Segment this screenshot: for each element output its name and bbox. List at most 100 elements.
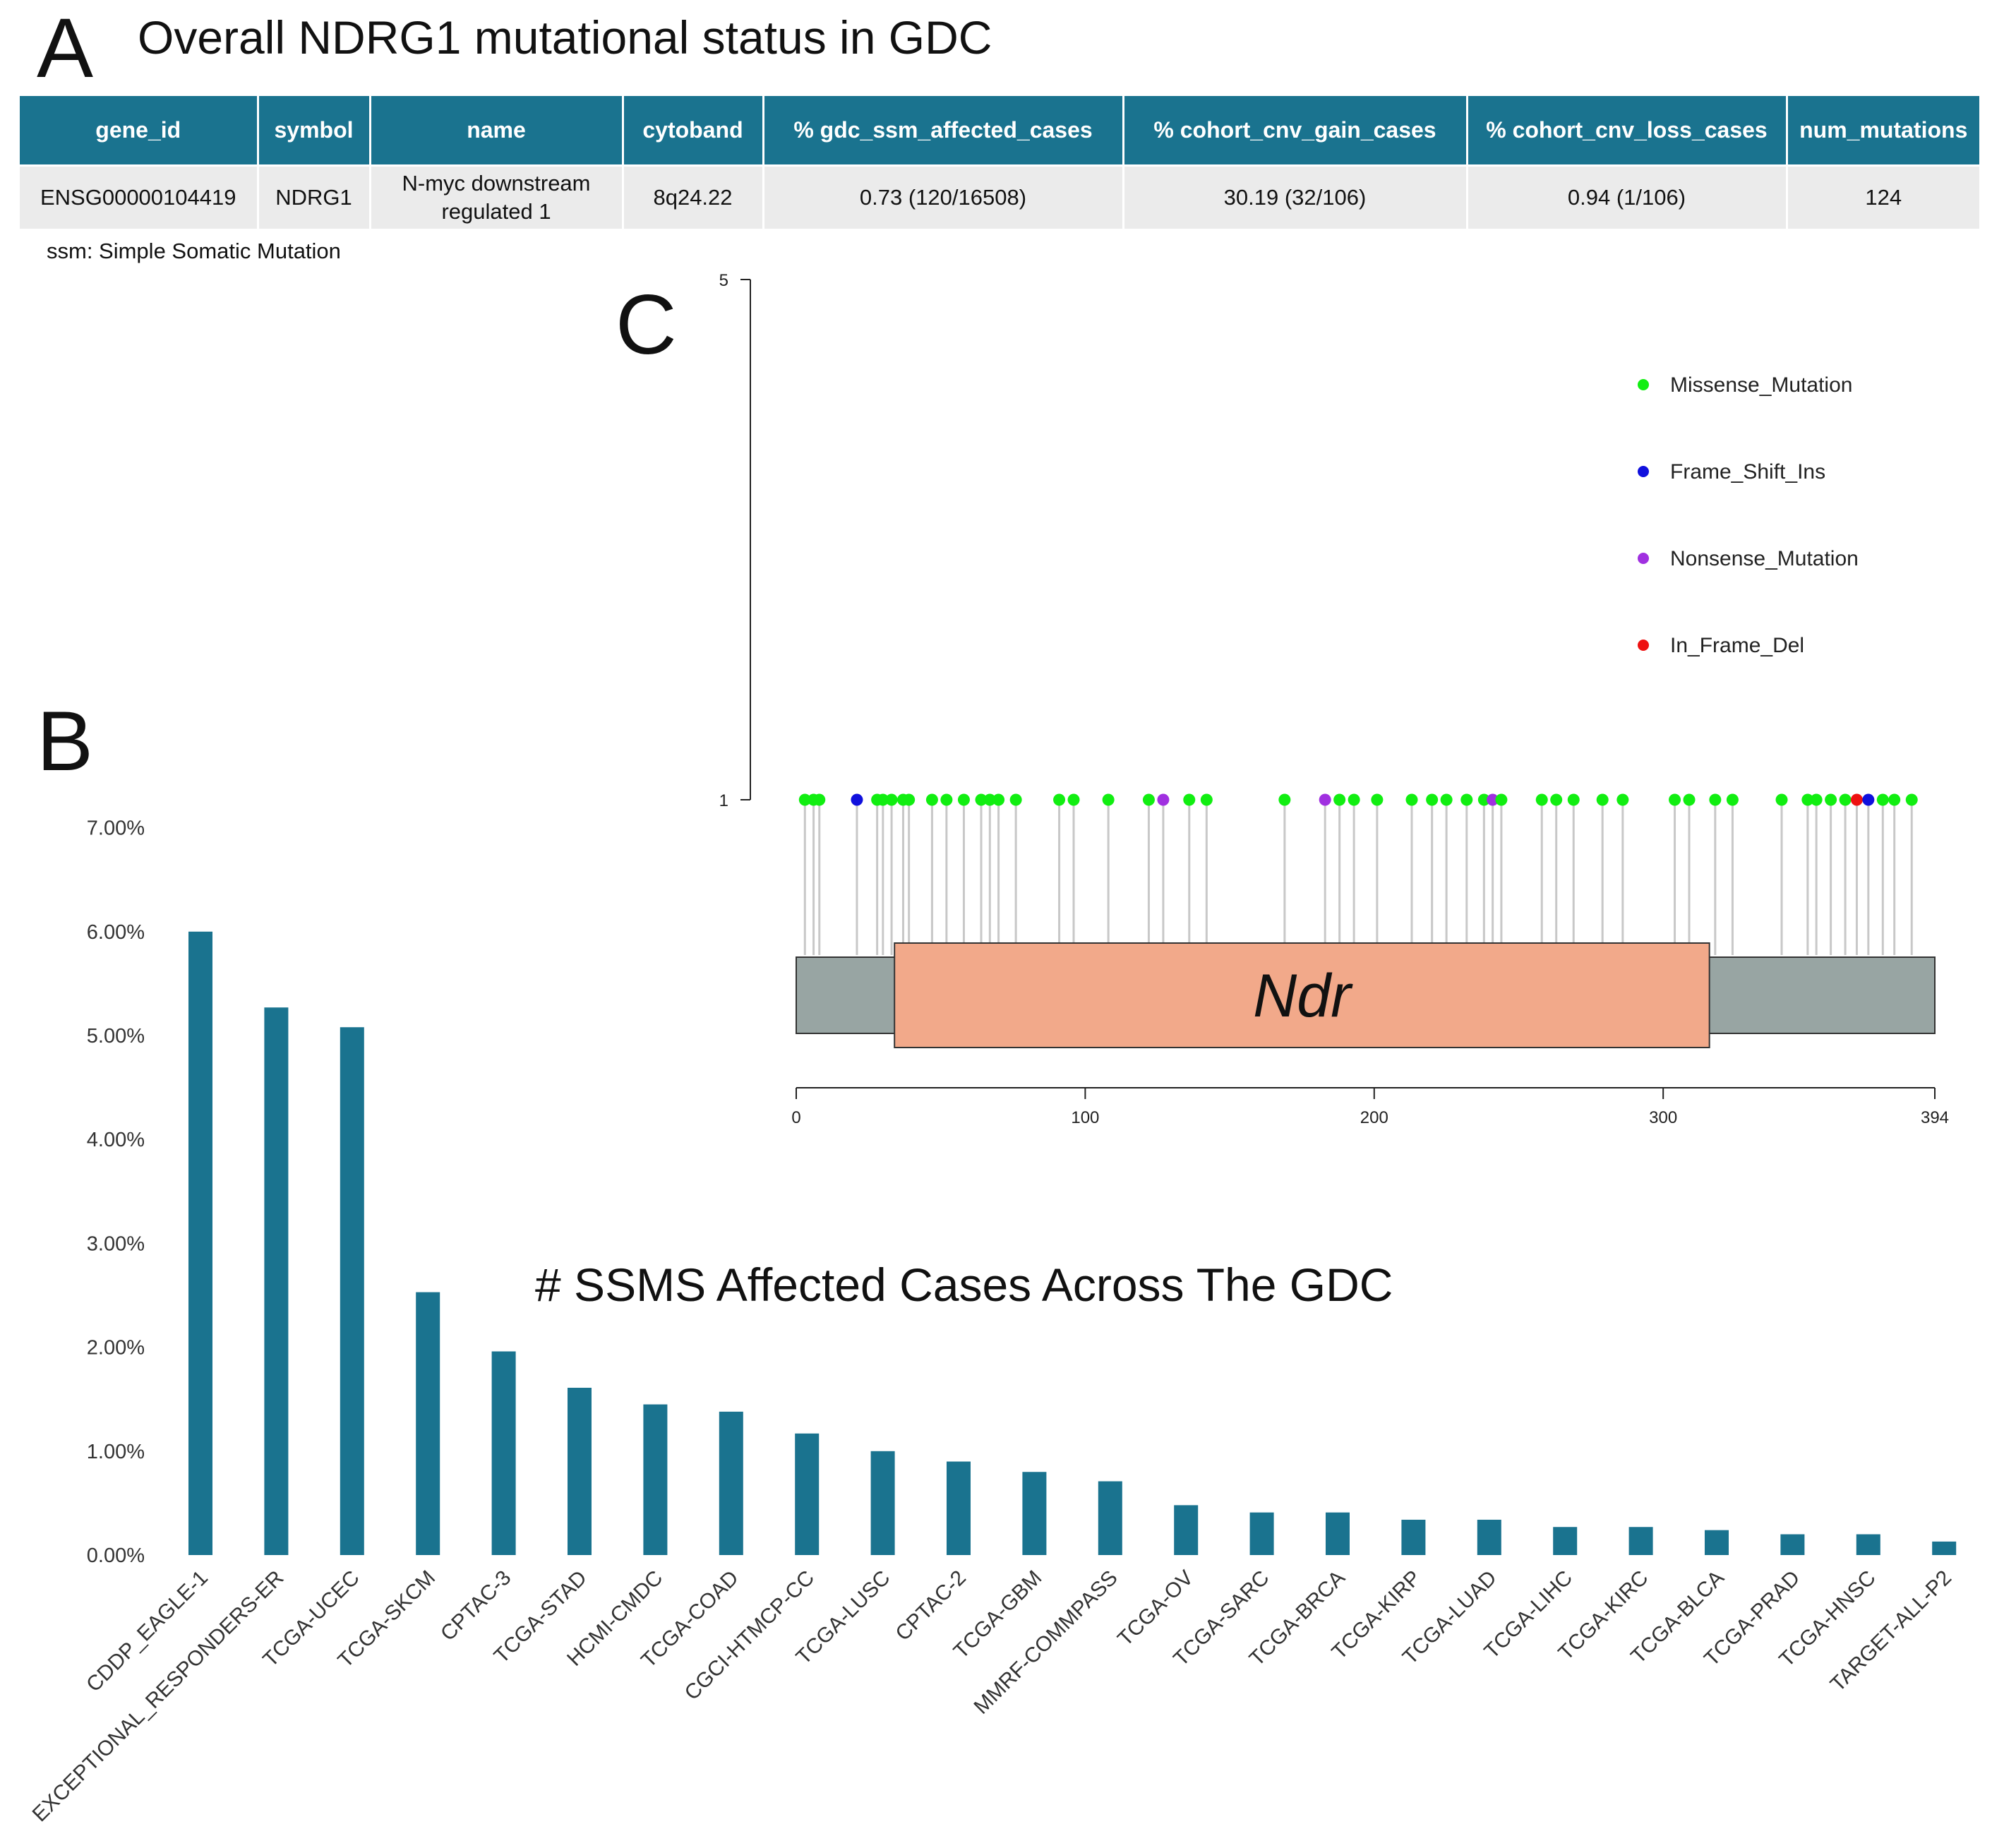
mutation-dot <box>1477 793 1490 806</box>
mutation-dot <box>851 793 863 806</box>
y-tick-label: 2.00% <box>87 1337 145 1360</box>
bar-tcga-gbm <box>1022 1472 1047 1555</box>
panel-a-letter: A <box>37 1 94 95</box>
x-tick-label: 100 <box>1071 1108 1099 1127</box>
mutation-dot <box>1200 793 1213 806</box>
panel-a-title: Overall NDRG1 mutational status in GDC <box>138 11 992 64</box>
mutation-dot <box>1775 793 1788 806</box>
mutation-dot <box>1801 793 1814 806</box>
mutation-dot <box>940 793 953 806</box>
cell-cnv-gain: 30.19 (32/106) <box>1123 164 1468 229</box>
bar-chart-title: # SSMS Affected Cases Across The GDC <box>535 1259 1393 1311</box>
cell-symbol: NDRG1 <box>258 164 371 229</box>
table-header-row: gene_id symbol name cytoband % gdc_ssm_a… <box>20 96 1979 166</box>
bar-tcga-kirc <box>1628 1527 1653 1555</box>
bar-tcga-brca <box>1326 1512 1350 1555</box>
cell-ssm: 0.73 (120/16508) <box>763 164 1124 229</box>
mutation-dot <box>1067 793 1080 806</box>
mutation-dot <box>1825 793 1837 806</box>
bar-tcga-blca <box>1705 1530 1729 1555</box>
bar-hcmi-cmdc <box>643 1404 668 1555</box>
bar-tcga-ov <box>1174 1505 1199 1555</box>
bar-tcga-lusc <box>870 1451 895 1555</box>
mutation-dot <box>1888 793 1901 806</box>
bar-tcga-prad <box>1780 1534 1805 1555</box>
mutation-dot <box>1876 793 1889 806</box>
legend-label: In_Frame_Del <box>1670 634 1804 657</box>
bar-mmrf-commpass <box>1098 1481 1122 1555</box>
mutation-dot <box>885 793 898 806</box>
mutation-dot <box>813 793 826 806</box>
mutation-dot <box>1371 793 1384 806</box>
cell-name-line1: N-myc downstream <box>402 171 591 196</box>
bar-tcga-hnsc <box>1856 1534 1880 1555</box>
col-header-cnv-gain: % cohort_cnv_gain_cases <box>1123 96 1468 166</box>
col-header-cnv-loss: % cohort_cnv_loss_cases <box>1467 96 1788 166</box>
mutation-dot <box>903 793 916 806</box>
mutation-dot <box>1460 793 1473 806</box>
panel-b-letter: B <box>37 694 94 788</box>
mutation-dot <box>1319 793 1331 806</box>
cell-name: N-myc downstream regulated 1 <box>370 164 624 229</box>
table-row: ENSG00000104419 NDRG1 N-myc downstream r… <box>20 164 1979 229</box>
y-tick-label: 6.00% <box>87 921 145 944</box>
bar-cgci-htmcp-cc <box>795 1433 820 1555</box>
mutation-dot <box>1053 793 1066 806</box>
mutation-dot <box>1669 793 1681 806</box>
x-tick-label: MMRF-COMMPASS <box>970 1566 1122 1719</box>
y-tick-label: 5 <box>719 271 728 290</box>
y-tick-label: 5.00% <box>87 1025 145 1048</box>
mutation-dot <box>877 793 889 806</box>
cell-gene-id: ENSG00000104419 <box>20 164 259 229</box>
mutation-dot <box>1726 793 1739 806</box>
col-header-num-mutations: num_mutations <box>1787 96 1979 166</box>
mutation-dot <box>1405 793 1418 806</box>
mutation-dot <box>1596 793 1609 806</box>
mutation-dot <box>975 793 988 806</box>
bar-tcga-ucec <box>340 1027 364 1555</box>
mutation-dot <box>1009 793 1022 806</box>
mutation-dot <box>1183 793 1196 806</box>
x-tick-label: 0 <box>791 1108 800 1127</box>
y-tick-label: 1 <box>719 791 728 810</box>
ndr-domain <box>894 942 1710 1048</box>
legend-label: Frame_Shift_Ins <box>1670 460 1825 484</box>
legend-marker <box>1638 379 1649 390</box>
mutation-dot <box>1426 793 1439 806</box>
mutation-dot <box>1535 793 1548 806</box>
col-header-cytoband: cytoband <box>623 96 764 166</box>
mutation-dot <box>1278 793 1291 806</box>
bar-exceptional_responders-er <box>264 1007 289 1555</box>
cell-name-line2: regulated 1 <box>441 199 551 224</box>
y-tick-label: 1.00% <box>87 1441 145 1463</box>
x-tick-label: CGCI-HTMCP-CC <box>680 1566 820 1705</box>
legend-label: Missense_Mutation <box>1670 373 1852 397</box>
bar-cddp_eagle-1 <box>188 931 212 1555</box>
x-tick-label: 200 <box>1360 1108 1388 1127</box>
mutation-dot <box>957 793 970 806</box>
mutation-dot <box>1616 793 1629 806</box>
legend-label: Nonsense_Mutation <box>1670 547 1859 570</box>
mutation-dot <box>1839 793 1852 806</box>
bar-target-all-p2 <box>1932 1541 1957 1555</box>
gene-summary-table: gene_id symbol name cytoband % gdc_ssm_a… <box>20 96 1979 229</box>
bar-tcga-skcm <box>416 1292 440 1555</box>
y-tick-label: 4.00% <box>87 1129 145 1151</box>
bar-tcga-luad <box>1477 1519 1501 1555</box>
mutation-dot <box>992 793 1005 806</box>
col-header-symbol: symbol <box>258 96 371 166</box>
mutation-dot <box>1567 793 1580 806</box>
mutation-dot <box>1440 793 1453 806</box>
mutation-dot <box>1102 793 1115 806</box>
bar-cptac-3 <box>491 1351 516 1555</box>
bar-tcga-coad <box>719 1411 743 1555</box>
x-tick-label: 394 <box>1921 1108 1949 1127</box>
mutation-dot <box>1348 793 1360 806</box>
mutation-dot <box>1810 793 1823 806</box>
legend-marker <box>1638 466 1649 477</box>
bar-tcga-stad <box>568 1388 592 1555</box>
y-tick-label: 3.00% <box>87 1232 145 1255</box>
mutation-dot <box>1550 793 1563 806</box>
mutation-dot <box>798 793 811 806</box>
mutation-dot <box>983 793 996 806</box>
